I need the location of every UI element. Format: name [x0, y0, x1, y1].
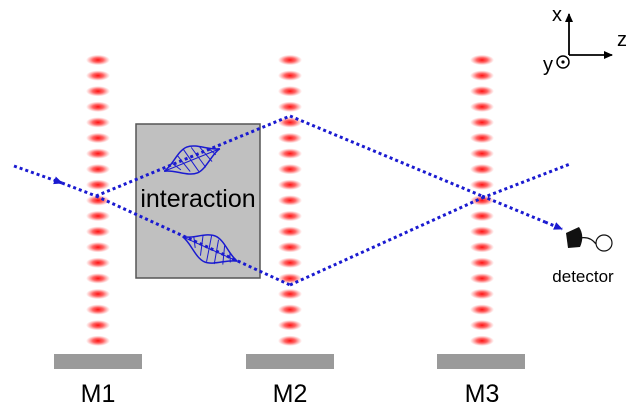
lattice-spot [86, 288, 110, 300]
lattice-spot [278, 54, 302, 66]
lattice-spot [470, 242, 494, 253]
lattice-spot [470, 117, 494, 128]
mirror-label-m3: M3 [465, 380, 500, 408]
input-beam [13, 164, 63, 185]
y-axis-label: y [543, 54, 553, 76]
lattice-beam-m2 [278, 54, 302, 346]
lattice-spot [278, 195, 302, 206]
lattice-spot [278, 86, 302, 97]
lattice-spot [86, 117, 110, 128]
input-beam-continued [61, 181, 97, 198]
lattice-spot [470, 132, 494, 144]
lattice-beam-m1 [86, 54, 110, 346]
lattice-spot [86, 70, 110, 81]
lattice-spot [86, 335, 110, 346]
lattice-spot [470, 148, 494, 159]
lattice-spot [86, 54, 110, 66]
mirror-label-m2: M2 [273, 380, 308, 408]
lower-wavepacket [182, 234, 238, 265]
lattice-spot [278, 70, 302, 81]
lattice-spot [278, 210, 302, 222]
lattice-spot [470, 257, 494, 268]
lattice-spot [278, 257, 302, 268]
lattice-spot [86, 320, 110, 331]
lattice-spot [278, 148, 302, 159]
lattice-spot [86, 257, 110, 268]
unused-output-beam [481, 162, 571, 200]
upper-arm-second-leg [289, 114, 483, 198]
output-beam [481, 194, 546, 224]
lattice-spot [470, 54, 494, 66]
lattice-spot [470, 335, 494, 346]
lattice-spot [470, 304, 494, 315]
interaction-label: interaction [140, 185, 255, 213]
mirror-m3 [437, 354, 525, 369]
lattice-spot [470, 288, 494, 300]
lattice-spot [86, 148, 110, 159]
lattice-spot [278, 242, 302, 253]
interaction-region [135, 123, 261, 279]
upper-wavepacket [163, 145, 221, 175]
lattice-spot [86, 304, 110, 315]
lattice-spot [86, 101, 110, 113]
z-axis-label: z [617, 29, 627, 51]
lattice-spot [470, 210, 494, 222]
lattice-spot [86, 164, 110, 175]
x-axis-label: x [552, 4, 562, 26]
lattice-spot [86, 179, 110, 190]
detector-label: detector [552, 267, 614, 286]
lattice-spot [470, 164, 494, 175]
lattice-spot [86, 210, 110, 222]
lattice-spot [278, 320, 302, 331]
lattice-spot [470, 70, 494, 81]
lattice-spot [470, 179, 494, 190]
lattice-spot [278, 164, 302, 175]
coordinate-axes: x y z [543, 4, 627, 76]
lattice-spot [278, 288, 302, 300]
mirror-m2 [246, 354, 334, 369]
mirror-m1 [54, 354, 142, 369]
lattice-spot [470, 320, 494, 331]
lattice-spot [278, 132, 302, 144]
lattice-spot [86, 242, 110, 253]
detector-icon [566, 227, 613, 252]
lattice-spot [278, 226, 302, 237]
lattice-spot [278, 304, 302, 315]
upper-arm-first-leg [95, 114, 291, 198]
lattice-spot [278, 101, 302, 113]
lattice-spot [86, 226, 110, 237]
lower-arm-second-leg [289, 196, 483, 287]
lattice-spot [470, 226, 494, 237]
lattice-spot [86, 86, 110, 97]
output-beam-arrow [544, 220, 563, 231]
lattice-spot [86, 195, 110, 206]
lattice-spot [278, 335, 302, 346]
lattice-spot [278, 179, 302, 190]
lattice-spot [86, 132, 110, 144]
lattice-spot [470, 86, 494, 97]
lattice-spot [470, 101, 494, 113]
y-axis-out-of-page-icon [556, 55, 570, 69]
lattice-spot [86, 273, 110, 284]
lattice-beam-m3 [470, 54, 494, 346]
lattice-spot [470, 273, 494, 284]
mirror-label-m1: M1 [81, 380, 116, 408]
